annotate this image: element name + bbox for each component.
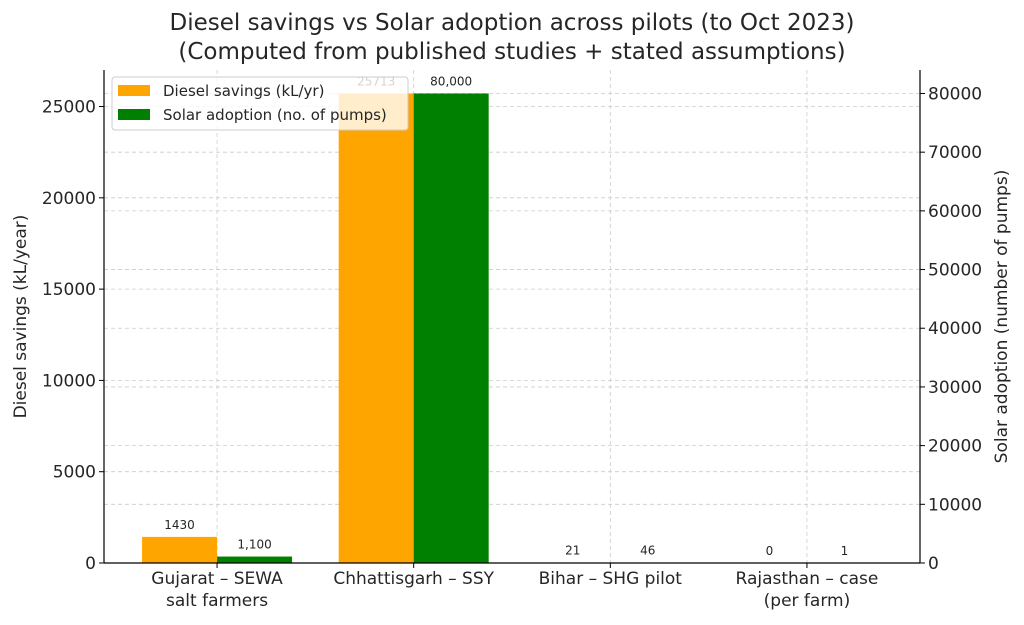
bar-solar <box>217 557 292 563</box>
x-tick-label: Bihar – SHG pilot <box>539 569 683 589</box>
y2-tick-label: 60000 <box>928 202 982 222</box>
y-tick-label: 10000 <box>42 371 96 391</box>
y2-tick-label: 20000 <box>928 437 982 457</box>
data-label: 1 <box>841 544 849 558</box>
x-tick-label: Rajasthan – case <box>736 569 879 589</box>
x-tick-label: Chhattisgarh – SSY <box>333 569 494 589</box>
y-tick-label: 20000 <box>42 189 96 209</box>
legend-swatch <box>118 109 150 120</box>
y-tick-label: 25000 <box>42 98 96 118</box>
y-tick-label: 15000 <box>42 280 96 300</box>
x-tick-label: Gujarat – SEWA <box>151 569 283 589</box>
legend-label: Solar adoption (no. of pumps) <box>163 106 387 124</box>
y2-axis-label: Solar adoption (number of pumps) <box>992 170 1012 464</box>
legend-swatch <box>118 85 150 96</box>
y2-tick-label: 0 <box>928 554 939 574</box>
y2-tick-label: 30000 <box>928 378 982 398</box>
chart-title: (Computed from published studies + state… <box>178 39 845 65</box>
data-label: 1430 <box>164 518 195 532</box>
data-label: 46 <box>640 544 655 558</box>
y2-tick-label: 50000 <box>928 261 982 281</box>
y-axis-label: Diesel savings (kL/year) <box>11 215 31 419</box>
y2-tick-label: 40000 <box>928 319 982 339</box>
chart-title: Diesel savings vs Solar adoption across … <box>170 10 855 36</box>
y2-tick-label: 80000 <box>928 84 982 104</box>
bar-solar <box>414 93 489 563</box>
y2-tick-label: 70000 <box>928 143 982 163</box>
legend-label: Diesel savings (kL/yr) <box>163 82 324 100</box>
data-label: 80,000 <box>430 74 472 88</box>
y2-tick-label: 10000 <box>928 495 982 515</box>
bar-diesel <box>339 93 414 563</box>
x-tick-label: (per farm) <box>764 591 851 611</box>
y-tick-label: 0 <box>85 554 96 574</box>
data-label: 21 <box>565 544 580 558</box>
data-label: 0 <box>766 544 774 558</box>
data-label: 1,100 <box>237 538 271 552</box>
x-tick-label: salt farmers <box>166 591 268 611</box>
bar-diesel <box>142 537 217 563</box>
y-tick-label: 5000 <box>53 463 96 483</box>
